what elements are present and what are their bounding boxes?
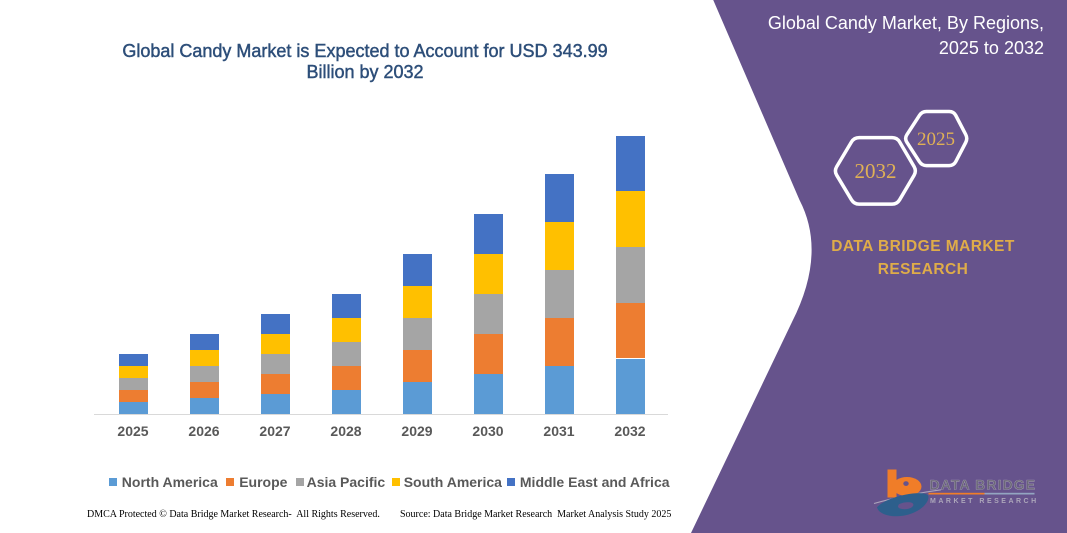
svg-text:MARKET RESEARCH: MARKET RESEARCH xyxy=(930,498,1039,505)
svg-text:2032: 2032 xyxy=(855,159,897,183)
svg-text:DATA BRIDGE: DATA BRIDGE xyxy=(930,477,1037,493)
svg-text:2025: 2025 xyxy=(917,129,955,150)
